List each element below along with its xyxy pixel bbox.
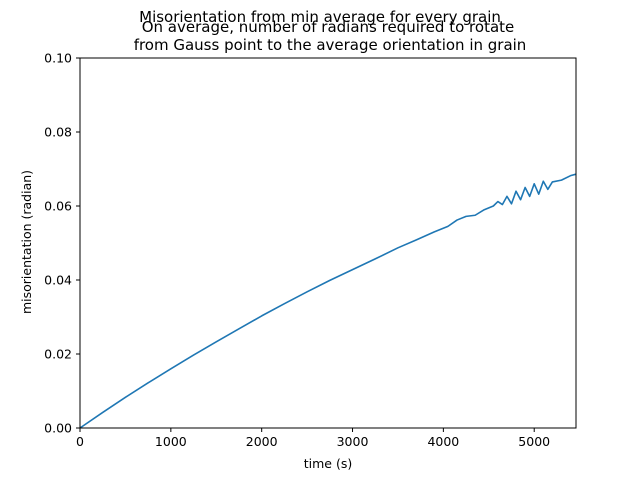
chart-subtitle-line-1: On average, number of radians required t… <box>142 18 515 36</box>
plot-area <box>79 57 577 429</box>
y-axis-label: misorientation (radian) <box>19 170 34 314</box>
chart-title: Misorientation from min average for ever… <box>139 8 501 26</box>
x-tick-label: 3000 <box>337 434 369 449</box>
x-tick-label: 1000 <box>155 434 187 449</box>
y-tick-label: 0.04 <box>44 273 72 288</box>
y-tick-label: 0.08 <box>44 125 72 140</box>
x-tick-label: 0 <box>76 434 84 449</box>
x-tick-label: 5000 <box>518 434 550 449</box>
chart-subtitle-line-2: from Gauss point to the average orientat… <box>134 36 527 54</box>
x-tick-label: 4000 <box>427 434 459 449</box>
axes-frame <box>79 57 577 429</box>
y-axis: 0.00 0.02 0.04 0.06 0.08 0.10 <box>44 51 80 436</box>
y-tick-label: 0.06 <box>44 199 72 214</box>
y-tick-label: 0.00 <box>44 421 72 436</box>
x-axis: 0 1000 2000 3000 4000 5000 <box>76 428 550 449</box>
series-line-0 <box>79 173 577 429</box>
y-tick-label: 0.10 <box>44 51 72 66</box>
y-tick-label: 0.02 <box>44 347 72 362</box>
x-tick-label: 2000 <box>246 434 278 449</box>
x-axis-label: time (s) <box>304 456 352 471</box>
